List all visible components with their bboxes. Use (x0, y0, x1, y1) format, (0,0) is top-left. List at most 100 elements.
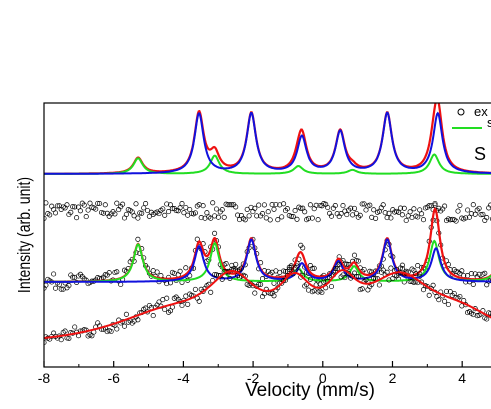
data-point (388, 265, 394, 271)
data-point (238, 265, 244, 271)
data-point (225, 202, 231, 208)
data-point (265, 209, 271, 215)
data-point (271, 206, 277, 212)
data-point (340, 203, 346, 209)
data-point (417, 271, 423, 277)
data-point (292, 208, 298, 214)
data-point (284, 206, 290, 212)
data-point (164, 295, 170, 301)
data-point (133, 201, 139, 207)
data-point (200, 203, 206, 209)
data-point (66, 283, 72, 289)
data-point (470, 202, 476, 208)
data-point (449, 271, 455, 277)
data-point (83, 214, 89, 220)
data-point (227, 202, 233, 208)
data-point (271, 293, 277, 299)
data-point (325, 204, 331, 211)
data-point (162, 212, 168, 218)
data-point (173, 208, 179, 214)
data-point (468, 211, 474, 217)
data-point (102, 272, 108, 278)
data-point (376, 282, 382, 288)
data-point (183, 265, 189, 271)
data-point (447, 217, 453, 223)
data-point (72, 204, 78, 210)
data-point (290, 214, 296, 220)
data-point (108, 328, 114, 335)
data-point (106, 270, 112, 276)
data-point (137, 210, 143, 216)
spectrum-1 (44, 103, 491, 175)
data-point (357, 212, 363, 218)
data-point (248, 204, 254, 210)
data-point (411, 206, 417, 212)
data-point (470, 281, 476, 287)
data-point (236, 217, 243, 223)
data-point (44, 285, 47, 291)
data-point (210, 200, 216, 206)
data-point (208, 215, 214, 221)
data-point (81, 202, 87, 208)
data-point (233, 261, 239, 267)
x-tick-label: -6 (107, 370, 120, 386)
data-point (281, 278, 287, 284)
data-point (269, 202, 275, 208)
plot-area (44, 103, 491, 346)
data-point (95, 200, 101, 206)
data-point (367, 202, 373, 208)
data-point (250, 209, 256, 215)
data-point (309, 265, 315, 272)
data-point (208, 289, 214, 295)
x-tick-label: -2 (247, 370, 260, 386)
data-point (407, 278, 413, 284)
data-point (476, 271, 482, 277)
data-point (413, 271, 419, 277)
data-point (363, 207, 369, 213)
data-point (407, 209, 413, 215)
data-point (150, 313, 156, 319)
data-point (311, 265, 317, 271)
data-point (401, 205, 407, 211)
data-point (489, 216, 491, 221)
data-point (351, 205, 358, 211)
data-point (198, 215, 204, 221)
x-tick-label: 4 (458, 370, 466, 386)
data-point (267, 217, 273, 223)
data-point (371, 207, 377, 213)
data-point (373, 215, 379, 221)
data-point (465, 207, 471, 213)
data-point (338, 211, 344, 217)
data-point (432, 200, 438, 207)
data-point (309, 215, 315, 221)
data-point (261, 202, 267, 208)
data-point (194, 236, 200, 242)
data-point (160, 206, 166, 212)
panel-label: S (474, 144, 486, 164)
data-point (181, 210, 187, 216)
data-point (85, 207, 91, 213)
data-point (215, 214, 221, 220)
data-point (54, 203, 60, 209)
data-point (66, 335, 72, 341)
data-point (156, 299, 162, 305)
data-point (273, 201, 279, 208)
data-point (141, 205, 147, 211)
data-point (359, 286, 365, 292)
data-point (384, 269, 390, 275)
data-point (484, 215, 490, 221)
data-point (44, 282, 49, 288)
data-point (252, 205, 258, 211)
data-point (380, 202, 386, 208)
data-point (135, 215, 141, 221)
data-point (415, 214, 421, 220)
data-point (484, 316, 490, 322)
data-point (162, 306, 168, 313)
plot-frame (43, 102, 491, 368)
data-point (87, 200, 93, 206)
x-tick-label: -4 (177, 370, 190, 386)
data-point (480, 211, 486, 217)
data-point (189, 210, 195, 217)
data-point (263, 215, 269, 221)
data-point (344, 212, 350, 218)
